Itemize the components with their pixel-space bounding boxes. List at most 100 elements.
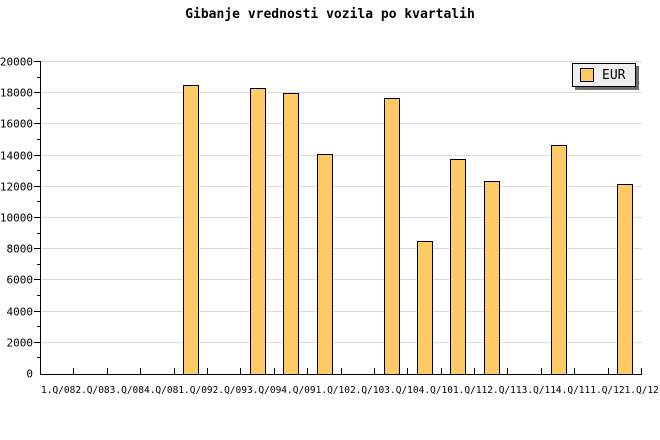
y-axis-tick (37, 170, 41, 172)
category-cell (442, 62, 476, 374)
bar (383, 97, 400, 374)
x-axis-label: 1.Q/10 (315, 385, 350, 396)
plot-area: 0 2000 4000 6000 8000 10000 12000 14000 16000 180… (0, 57, 643, 380)
x-axis-label: 3.Q/09 (246, 385, 282, 396)
gridline (41, 217, 642, 218)
y-axis-tick (37, 201, 41, 203)
category-cell (208, 62, 242, 374)
gridline (41, 279, 642, 281)
y-axis-label: 4000 (6, 305, 34, 319)
x-axis-tick (307, 368, 309, 374)
legend-label: EUR (602, 67, 626, 83)
y-axis-tick (34, 154, 41, 156)
gridline (41, 61, 642, 62)
category-cell (342, 62, 375, 374)
y-axis-label: 6000 (6, 273, 34, 287)
x-axis-tick (373, 368, 375, 374)
x-axis-label: 4.Q/08 (143, 385, 179, 396)
x-axis-tick (440, 368, 442, 374)
y-axis-tick (37, 326, 41, 328)
y-axis-tick (34, 61, 41, 62)
category-cell (575, 62, 609, 374)
x-axis-label: 2.Q/10 (349, 385, 385, 396)
x-axis-label: 1.Q/12 (590, 385, 625, 396)
category-cell (275, 62, 309, 374)
bar (183, 84, 200, 374)
bar (483, 180, 500, 374)
y-axis-tick (37, 107, 41, 109)
y-axis-tick (34, 217, 41, 218)
legend: EUR (572, 63, 637, 87)
gridline (41, 123, 642, 125)
x-axis-label: 1.Q/11 (452, 385, 488, 396)
bar (617, 184, 634, 374)
gridline (41, 341, 642, 343)
x-axis-label: 1.Q/12 (624, 385, 659, 396)
bar (316, 154, 333, 374)
x-axis-tick (574, 368, 576, 374)
x-axis-label: 3.Q/11 (521, 385, 556, 396)
x-axis-label: 1.Q/08 (41, 385, 76, 396)
y-axis-tick (34, 123, 41, 125)
bar (416, 241, 433, 374)
gridline (41, 92, 642, 94)
category-cell (375, 62, 409, 374)
y-axis-label: 18000 (0, 86, 33, 100)
category-cell (475, 62, 509, 374)
y-axis-tick (37, 139, 41, 140)
x-axis-label: 4.Q/10 (418, 385, 453, 396)
y-axis-tick (34, 341, 41, 343)
x-axis-label: 3.Q/10 (384, 385, 419, 396)
y-axis-label: 8000 (6, 242, 34, 256)
category-cell (41, 62, 75, 374)
legend-swatch-icon (580, 68, 594, 82)
gridline (41, 310, 642, 312)
y-axis-label: 16000 (0, 117, 33, 131)
bar (283, 93, 300, 374)
x-axis-tick (340, 368, 342, 374)
category-cell (308, 62, 342, 374)
category-cell (141, 62, 175, 374)
category-cells (41, 62, 643, 374)
x-axis-tick (507, 368, 509, 374)
gridline (41, 185, 642, 187)
category-cell (241, 62, 275, 374)
x-axis-labels: 1.Q/08 2.Q/08 3.Q/08 4.Q/08 1.Q/09 2.Q/09 3.Q/… (41, 385, 659, 397)
category-cell (609, 62, 643, 374)
category-cell (175, 62, 208, 374)
x-axis-label: 2.Q/09 (212, 385, 247, 396)
y-axis-tick (34, 279, 41, 281)
y-axis-label: 12000 (0, 180, 33, 194)
y-axis-label: 2000 (6, 336, 34, 350)
x-axis-tick (641, 368, 643, 374)
x-axis-tick (73, 368, 75, 374)
x-axis-tick (106, 368, 108, 374)
bar (250, 87, 267, 374)
x-axis-label: 4.Q/11 (555, 385, 591, 396)
category-cell (508, 62, 542, 374)
x-axis-label: 2.Q/11 (487, 385, 522, 396)
y-axis-tick (34, 185, 41, 187)
x-axis-tick (607, 368, 609, 374)
x-axis-tick (273, 368, 275, 374)
x-axis-tick (240, 368, 242, 374)
bar (450, 158, 467, 374)
category-cell (542, 62, 576, 374)
x-axis-tick (407, 368, 409, 374)
y-axis-tick (37, 76, 41, 78)
bar (550, 145, 567, 374)
category-cell (74, 62, 108, 374)
y-axis-tick (34, 92, 41, 94)
category-cell (408, 62, 442, 374)
y-axis-label: 14000 (0, 149, 33, 163)
y-axis-label: 10000 (0, 211, 33, 225)
y-axis-tick (37, 232, 41, 234)
gridline (41, 248, 642, 250)
x-axis-label: 3.Q/08 (109, 385, 144, 396)
gridline (41, 154, 642, 156)
x-axis-tick (140, 368, 142, 374)
x-axis-tick (206, 368, 208, 374)
y-axis-label: 20000 (0, 55, 33, 69)
category-cell (108, 62, 142, 374)
